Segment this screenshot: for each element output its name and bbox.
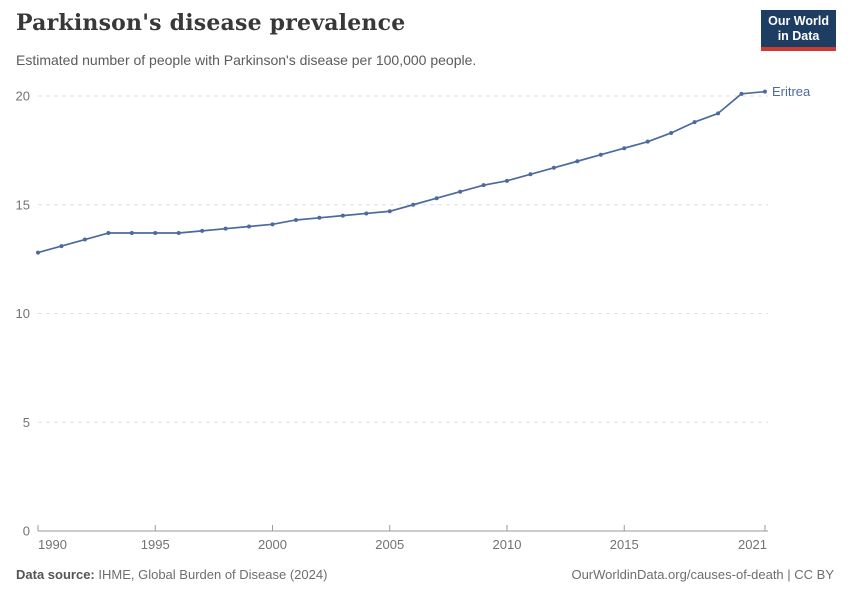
data-point — [270, 222, 275, 227]
data-point — [387, 209, 392, 214]
data-point — [59, 244, 64, 249]
data-point — [622, 146, 627, 151]
data-point — [200, 228, 205, 233]
data-point — [411, 202, 416, 207]
y-tick-label: 10 — [16, 306, 30, 321]
x-tick-label: 1995 — [141, 537, 170, 552]
x-tick-label: 2005 — [375, 537, 404, 552]
data-point — [223, 226, 228, 231]
data-source-value: IHME, Global Burden of Disease (2024) — [98, 567, 328, 582]
data-point — [176, 231, 181, 236]
x-tick-label: 2010 — [493, 537, 522, 552]
data-point — [340, 213, 345, 218]
data-point — [106, 231, 111, 236]
entity-label-eritrea: Eritrea — [772, 84, 811, 99]
owid-logo-line2: in Data — [777, 29, 820, 43]
data-point — [762, 89, 767, 94]
data-point — [153, 231, 158, 236]
x-tick-label: 1990 — [38, 537, 67, 552]
data-point — [692, 120, 697, 125]
data-point — [551, 165, 556, 170]
data-point — [129, 231, 134, 236]
chart-plot-area: 0 5 10 15 20 1990 1995 2000 2005 2010 2015 2021 Erit… — [0, 75, 850, 555]
data-point — [739, 91, 744, 96]
data-source: Data source: IHME, Global Burden of Dise… — [16, 567, 327, 582]
data-point — [458, 189, 463, 194]
page-title: Parkinson's disease prevalence — [16, 10, 406, 36]
x-tick-label: 2000 — [258, 537, 287, 552]
data-point — [293, 217, 298, 222]
x-tick-label: 2015 — [610, 537, 639, 552]
prevalence-line-chart: 0 5 10 15 20 1990 1995 2000 2005 2010 2015 2021 Erit… — [16, 84, 811, 552]
data-point — [575, 159, 580, 164]
data-point — [36, 250, 40, 255]
x-tick-label: 2021 — [738, 537, 767, 552]
data-point — [481, 183, 486, 188]
data-point — [645, 139, 650, 144]
data-source-label: Data source: — [16, 567, 95, 582]
owid-logo-line1: Our World — [768, 14, 829, 28]
data-point — [716, 111, 721, 116]
data-point — [669, 130, 674, 135]
data-point — [247, 224, 252, 229]
data-point — [505, 178, 509, 183]
credit-link[interactable]: OurWorldinData.org/causes-of-death | CC … — [571, 567, 834, 582]
data-point — [434, 196, 439, 201]
series-line-eritrea — [37, 90, 766, 254]
y-tick-label: 0 — [23, 524, 30, 539]
y-tick-label: 15 — [16, 197, 30, 212]
owid-logo: Our World in Data — [761, 10, 836, 51]
data-point — [598, 152, 603, 157]
chart-footer: Data source: IHME, Global Burden of Dise… — [16, 567, 834, 582]
data-point — [364, 211, 369, 216]
data-point — [528, 172, 533, 177]
chart-subtitle: Estimated number of people with Parkinso… — [16, 52, 477, 68]
data-point — [317, 215, 322, 220]
data-point — [82, 237, 87, 242]
y-tick-label: 5 — [23, 415, 30, 430]
y-tick-label: 20 — [16, 89, 30, 104]
